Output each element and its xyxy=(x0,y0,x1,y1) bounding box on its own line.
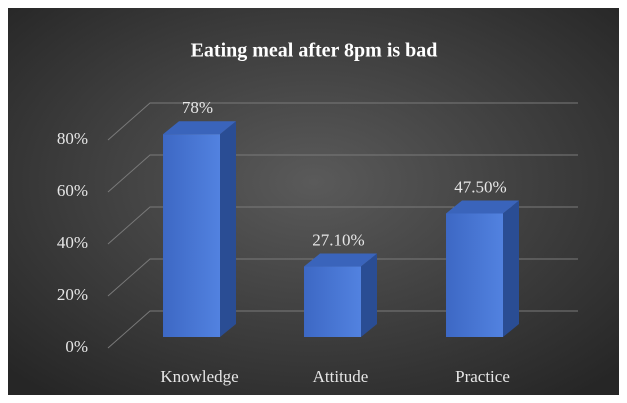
bar-side xyxy=(503,200,519,337)
y-tick-label: 20% xyxy=(57,285,88,304)
y-tick-label: 60% xyxy=(57,181,88,200)
chart-title: Eating meal after 8pm is bad xyxy=(191,40,438,62)
bar-top xyxy=(446,200,519,214)
value-label: 27.10% xyxy=(312,230,364,249)
grid-line xyxy=(107,258,578,297)
bar xyxy=(304,266,361,337)
y-tick-label: 80% xyxy=(57,129,88,148)
grid-line xyxy=(107,206,578,245)
value-label: 78% xyxy=(182,98,213,117)
x-tick-label: Knowledge xyxy=(160,367,238,386)
bar xyxy=(446,213,503,337)
bar-top xyxy=(163,121,236,135)
y-tick-label: 0% xyxy=(65,337,88,356)
bar-side xyxy=(220,121,236,337)
grid-line xyxy=(107,310,578,349)
bar-side xyxy=(361,253,377,337)
bar-top xyxy=(304,253,377,267)
grid-line xyxy=(107,102,578,141)
value-label: 47.50% xyxy=(454,177,506,196)
y-tick-label: 40% xyxy=(57,233,88,252)
grid-line xyxy=(107,154,578,193)
x-tick-label: Practice xyxy=(455,367,510,386)
x-tick-label: Attitude xyxy=(313,367,369,386)
bar xyxy=(163,134,220,337)
